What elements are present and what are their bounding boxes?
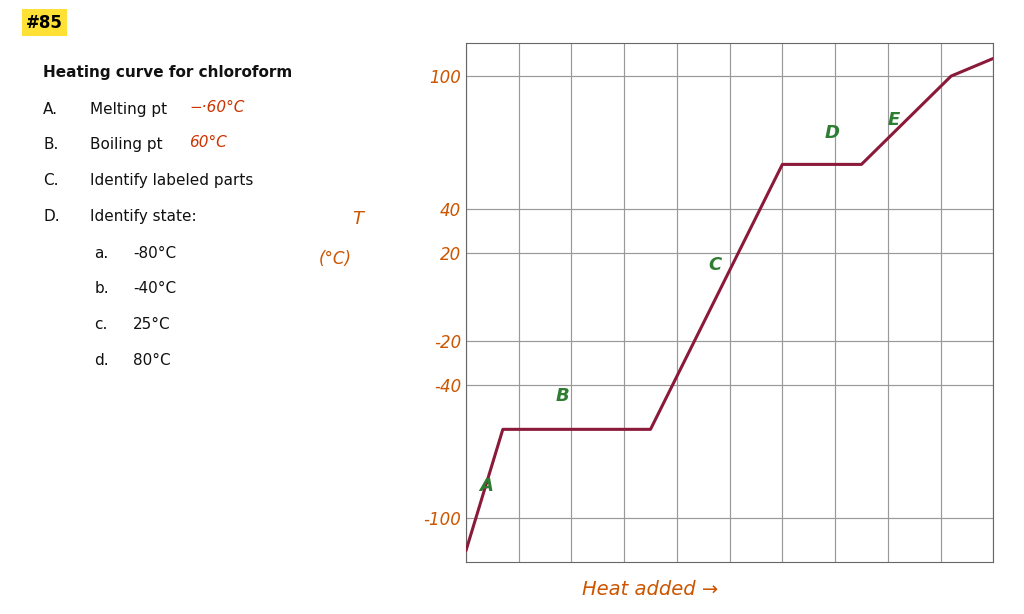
Text: D.: D. (43, 209, 59, 224)
Text: B.: B. (43, 137, 58, 152)
Text: Heating curve for chloroform: Heating curve for chloroform (43, 64, 292, 80)
Text: C: C (709, 257, 722, 274)
Text: Identify state:: Identify state: (90, 209, 197, 224)
Text: E: E (888, 111, 900, 129)
Text: D: D (824, 124, 840, 142)
Text: a.: a. (94, 246, 109, 261)
Text: -40°C: -40°C (133, 281, 176, 297)
Text: Boiling pt: Boiling pt (90, 137, 163, 152)
Text: 60°C: 60°C (189, 135, 227, 150)
Text: b.: b. (94, 281, 110, 297)
Text: A: A (479, 477, 493, 495)
Text: Identify labeled parts: Identify labeled parts (90, 173, 254, 188)
Text: 25°C: 25°C (133, 317, 171, 332)
Text: C.: C. (43, 173, 58, 188)
Text: c.: c. (94, 317, 108, 332)
Text: −‧60°C: −‧60°C (189, 99, 245, 115)
Text: Heat added →: Heat added → (582, 580, 719, 599)
Text: #85: #85 (26, 14, 62, 32)
Text: 80°C: 80°C (133, 352, 171, 368)
Text: -80°C: -80°C (133, 246, 176, 261)
Text: T: T (352, 210, 364, 228)
Text: d.: d. (94, 352, 110, 368)
Text: B: B (556, 387, 569, 405)
Text: (°C): (°C) (318, 250, 351, 268)
Text: Melting pt: Melting pt (90, 101, 168, 117)
Text: A.: A. (43, 101, 58, 117)
